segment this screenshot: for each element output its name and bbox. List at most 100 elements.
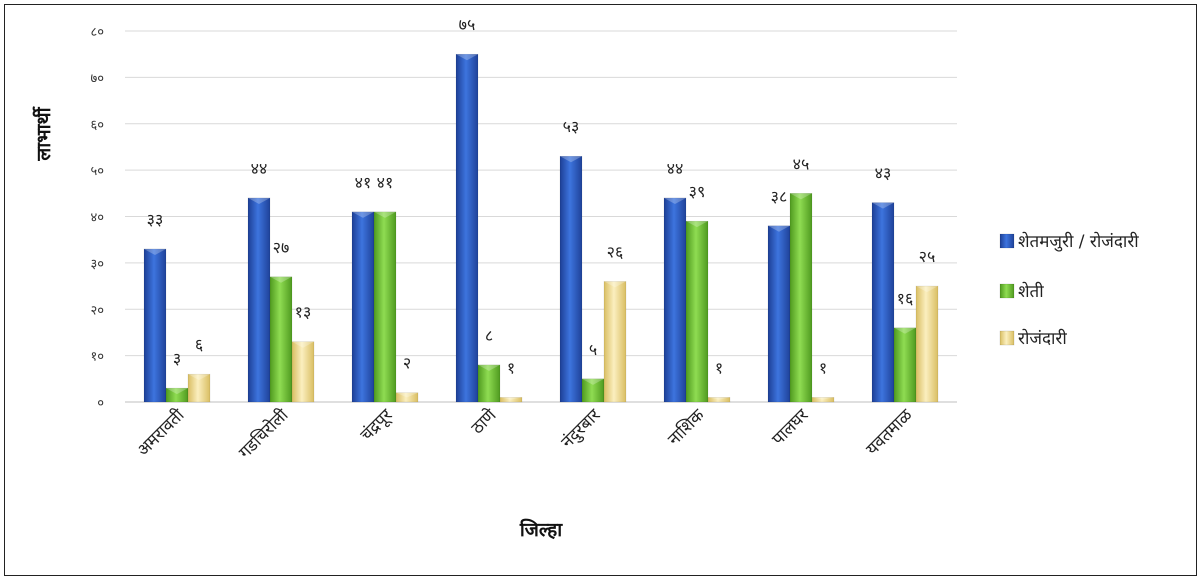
bar (603, 281, 627, 403)
x-tick-label: नाशिक (663, 404, 709, 450)
data-label: ८ (485, 326, 493, 345)
bar-bevel (456, 54, 478, 61)
bar (707, 397, 731, 403)
y-axis-title: लाभार्थी (32, 105, 55, 161)
data-label: ३ (173, 349, 181, 368)
x-tick-label: गडचिरोली (234, 404, 293, 463)
y-tick-label: ४० (90, 211, 104, 226)
bar-bevel (812, 397, 834, 400)
data-label: ५ (589, 340, 597, 359)
x-tick-label: चंद्रपूर (357, 405, 398, 446)
bar-bevel (582, 378, 604, 385)
x-tick-label: अमरावती (133, 404, 189, 460)
bar (477, 364, 501, 403)
data-label: १६ (897, 289, 914, 308)
bar (269, 276, 293, 403)
data-label: १ (507, 358, 515, 377)
data-label: ४५ (793, 154, 810, 173)
bar (395, 392, 419, 403)
bar-bevel (708, 397, 730, 400)
data-label: २५ (919, 247, 936, 266)
legend-label: शेतमजुरी / रोजंदारी (1018, 231, 1139, 252)
legend-swatch (999, 283, 1015, 299)
chart-frame (4, 4, 1197, 576)
x-tick-label: पालघर (768, 405, 813, 450)
y-tick-label: ६० (90, 118, 104, 133)
bar (455, 53, 479, 403)
bar-bevel (664, 197, 686, 204)
y-tick-label: ७० (90, 71, 104, 86)
bar (499, 397, 523, 403)
data-label: ४४ (251, 159, 268, 178)
y-axis-ticks: ० १० २० ३० ४० ५० ६० ७० ८० (90, 25, 104, 411)
data-label: ४१ (355, 173, 372, 192)
bar-bevel (604, 281, 626, 288)
bar-bevel (916, 286, 938, 293)
bar (247, 197, 271, 403)
legend-label: रोजंदारी (1018, 328, 1067, 349)
legend-swatch (999, 330, 1015, 346)
bar-bevel (500, 397, 522, 400)
legend: शेतमजुरी / रोजंदारी शेती रोजंदारी (999, 231, 1139, 349)
bar-bevel (686, 221, 708, 228)
bar-bevel (872, 202, 894, 209)
bar (663, 197, 687, 403)
y-tick-label: ५० (90, 164, 104, 179)
legend-label: शेती (1018, 281, 1044, 302)
bar (871, 202, 895, 403)
x-axis-title: जिल्हा (519, 518, 563, 541)
bar-bevel (790, 193, 812, 200)
data-label: ३३ (147, 210, 164, 229)
data-label: १ (715, 358, 723, 377)
bar-bevel (270, 276, 292, 283)
bar-bevel (396, 392, 418, 398)
data-label: २ (403, 354, 411, 373)
y-tick-label: ० (97, 396, 104, 411)
bar-bevel (560, 156, 582, 163)
data-label: ७५ (459, 15, 476, 34)
data-label: १ (819, 358, 827, 377)
bar-bevel (894, 327, 916, 334)
bar-bevel (374, 211, 396, 218)
legend-swatch (999, 233, 1015, 249)
bar (811, 397, 835, 403)
bar (351, 211, 375, 403)
bar-bevel (768, 225, 790, 232)
y-tick-label: ३० (90, 257, 104, 272)
data-label: ६ (195, 335, 203, 354)
data-label: ३८ (771, 187, 788, 206)
bar (559, 155, 583, 403)
data-label: २७ (273, 238, 290, 257)
bar-bevel (292, 341, 314, 348)
x-tick-label: यवतमाळ (862, 405, 917, 460)
bar (685, 220, 709, 403)
bar (915, 285, 939, 403)
bar (373, 211, 397, 403)
data-label: ४१ (377, 173, 394, 192)
bar (291, 341, 315, 403)
bar-bevel (166, 388, 188, 395)
bar (187, 373, 211, 403)
y-tick-label: २० (90, 303, 104, 318)
bars (143, 53, 939, 403)
bar-bevel (248, 197, 270, 204)
data-label: २६ (607, 242, 624, 261)
y-tick-label: १० (90, 350, 104, 365)
y-tick-label: ८० (90, 25, 104, 40)
bar-bevel (188, 374, 210, 381)
data-label: ४४ (667, 159, 684, 178)
bar (789, 193, 813, 403)
data-label: १३ (295, 303, 312, 322)
bar (893, 327, 917, 403)
bar-bevel (478, 364, 500, 371)
bar (767, 225, 791, 403)
data-label: ३९ (689, 182, 706, 201)
x-axis-categories: अमरावती गडचिरोली चंद्रपूर ठाणे नंदुरबार नाशिक… (133, 404, 918, 463)
data-label: ५३ (563, 117, 580, 136)
bar (143, 248, 167, 403)
bar-bevel (144, 248, 166, 255)
x-tick-label: नंदुरबार (558, 405, 606, 453)
x-tick-label: ठाणे (467, 404, 501, 438)
